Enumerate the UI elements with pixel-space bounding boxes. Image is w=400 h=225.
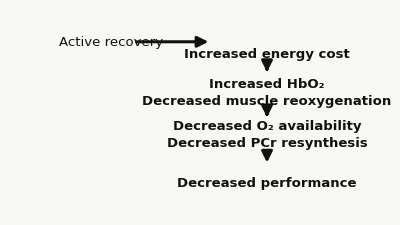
- Text: Increased HbO₂
Decreased muscle reoxygenation: Increased HbO₂ Decreased muscle reoxygen…: [142, 78, 392, 108]
- Text: Active recovery: Active recovery: [59, 36, 164, 49]
- Text: Increased energy cost: Increased energy cost: [184, 48, 350, 61]
- Text: Decreased O₂ availability
Decreased PCr resynthesis: Decreased O₂ availability Decreased PCr …: [167, 119, 367, 149]
- Text: Decreased performance: Decreased performance: [177, 176, 357, 189]
